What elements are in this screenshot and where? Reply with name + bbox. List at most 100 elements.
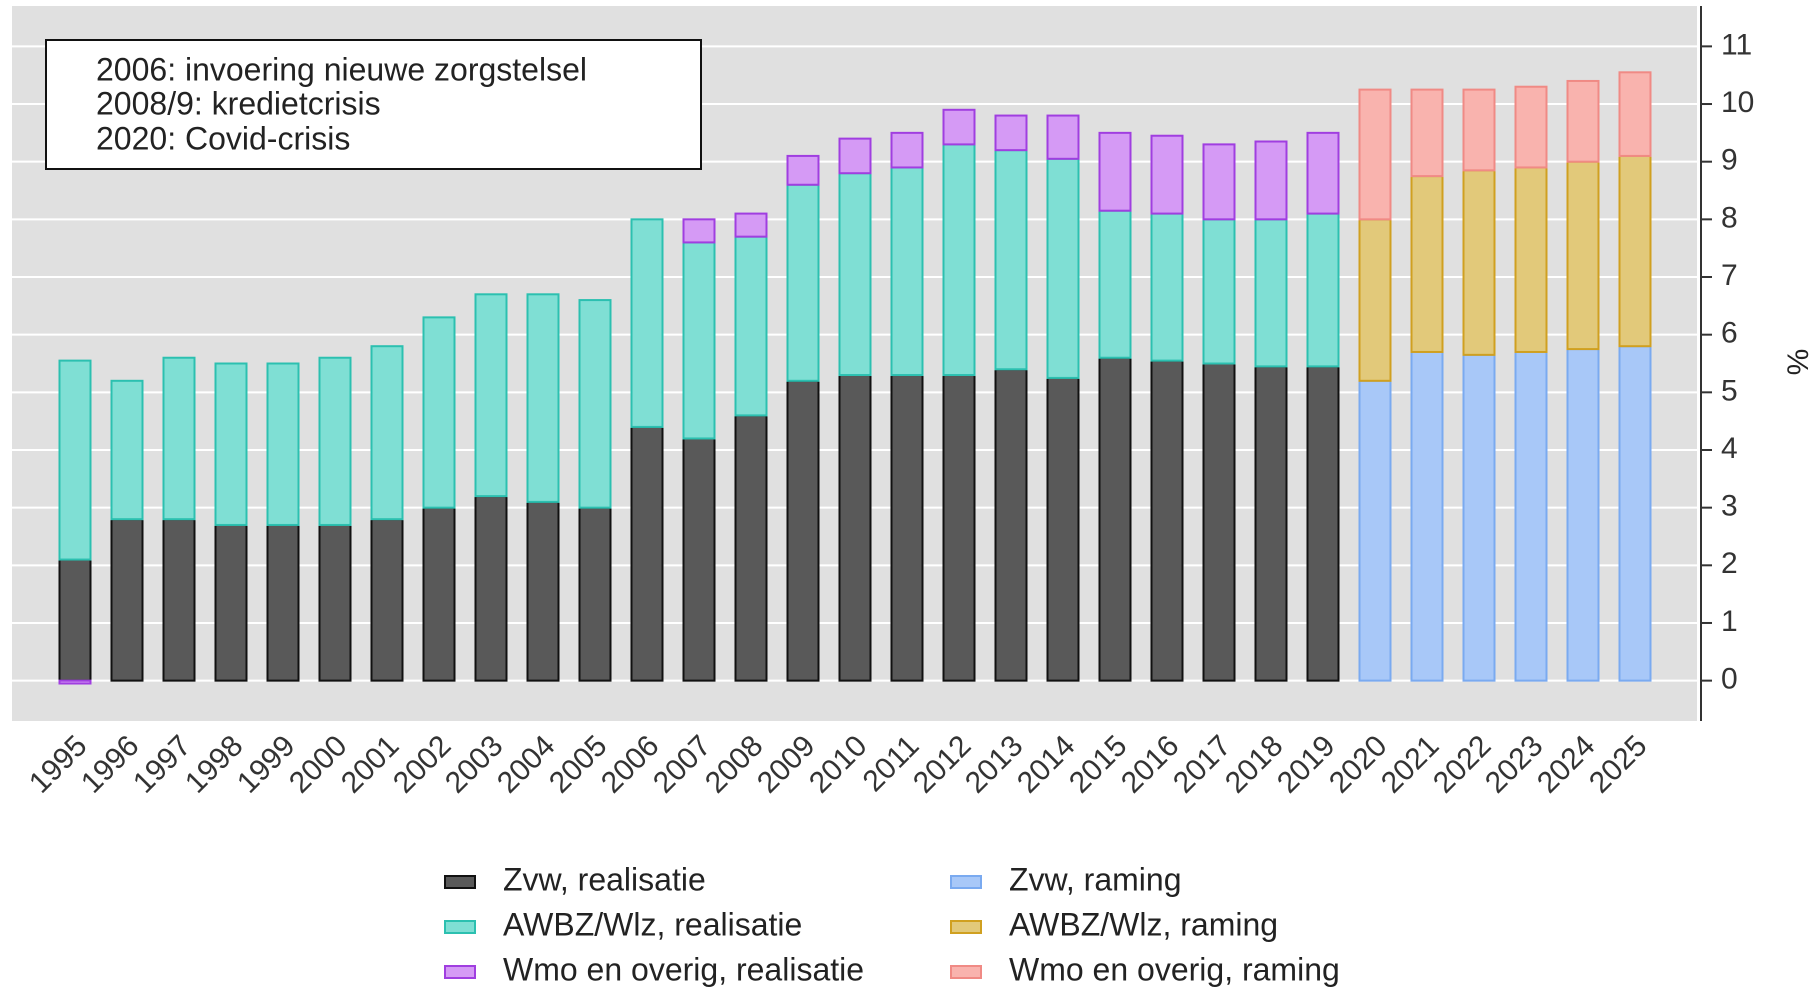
- y-tick-label: 1: [1721, 605, 1738, 638]
- x-tick-label: 2013: [959, 729, 1030, 800]
- bar-segment: [1306, 212, 1340, 368]
- bar-segment: [1410, 88, 1444, 178]
- x-tick-label: 2007: [647, 729, 718, 800]
- x-tick-label: 2008: [699, 729, 770, 800]
- bar-segment: [110, 518, 144, 682]
- y-axis-label: %: [1782, 349, 1814, 376]
- legend-label: AWBZ/Wlz, realisatie: [503, 906, 802, 942]
- bar-segment: [1462, 169, 1496, 356]
- bar-segment: [578, 299, 612, 509]
- x-tick-label: 2012: [907, 729, 978, 800]
- x-tick-label: 2011: [857, 729, 926, 798]
- y-tick-label: 7: [1721, 259, 1738, 292]
- bar-segment: [318, 356, 352, 526]
- bar-segment: [1566, 160, 1600, 351]
- x-tick-label: 2017: [1167, 729, 1238, 800]
- y-tick-label: 9: [1721, 144, 1738, 177]
- bar-segment: [1618, 71, 1652, 157]
- bar-segment: [1514, 350, 1548, 682]
- bar-segment: [1254, 365, 1288, 682]
- legend-label: Zvw, raming: [1009, 861, 1181, 897]
- bar-segment: [1046, 114, 1080, 160]
- legend-swatch: [950, 920, 982, 934]
- bar-segment: [890, 166, 924, 377]
- x-tick-label: 2010: [803, 729, 874, 800]
- x-tick-label: 2000: [283, 729, 354, 800]
- x-tick-label: 2015: [1063, 729, 1134, 800]
- bar-segment: [890, 131, 924, 169]
- bar-segment: [1150, 134, 1184, 215]
- bar-segment: [1202, 143, 1236, 221]
- bar-segment: [474, 293, 508, 498]
- x-tick-label: 1999: [231, 729, 302, 800]
- bar-segment: [1150, 212, 1184, 362]
- bar-segment: [526, 293, 560, 503]
- bar-segment: [682, 218, 716, 244]
- bar-segment: [1462, 353, 1496, 682]
- bar-segment: [1358, 88, 1392, 221]
- legend-label: Zvw, realisatie: [503, 861, 706, 897]
- bar-segment: [682, 437, 716, 682]
- bar-segment: [994, 149, 1028, 371]
- bar-segment: [942, 108, 976, 146]
- legend-swatch: [444, 965, 476, 979]
- legend-label: Wmo en overig, raming: [1009, 951, 1340, 987]
- bar-segment: [578, 506, 612, 682]
- x-tick-label: 2025: [1583, 729, 1654, 800]
- bar-segment: [266, 362, 300, 526]
- bar-segment: [630, 425, 664, 682]
- legend-swatch: [950, 875, 982, 889]
- bar-segment: [1150, 359, 1184, 682]
- legend-label: AWBZ/Wlz, raming: [1009, 906, 1278, 942]
- bar-segment: [1254, 218, 1288, 368]
- x-tick-label: 2020: [1323, 729, 1394, 800]
- bar-segment: [994, 368, 1028, 682]
- bar-segment: [1098, 356, 1132, 682]
- bar-segment: [1046, 157, 1080, 379]
- bar-segment: [734, 235, 768, 417]
- bar-segment: [734, 414, 768, 682]
- bar-segment: [1046, 376, 1080, 682]
- bar-segment: [422, 506, 456, 682]
- x-tick-label: 2016: [1115, 729, 1186, 800]
- bar-segment: [838, 374, 872, 682]
- x-tick-label: 2022: [1427, 729, 1498, 800]
- x-tick-label: 2003: [439, 729, 510, 800]
- bar-segment: [1410, 175, 1444, 353]
- bar-segment: [1410, 350, 1444, 682]
- annotation: 2006: invoering nieuwe zorgstelsel: [96, 51, 587, 87]
- x-tick-label: 2001: [335, 729, 406, 800]
- bar-segment: [162, 518, 196, 682]
- y-tick-label: 3: [1721, 490, 1738, 523]
- x-tick-label: 2024: [1531, 729, 1602, 800]
- bar-segment: [422, 316, 456, 509]
- bar-segment: [682, 241, 716, 440]
- bar-segment: [214, 523, 248, 682]
- bar-segment: [1618, 154, 1652, 348]
- bar-segment: [474, 495, 508, 682]
- bar-segment: [1098, 209, 1132, 359]
- x-tick-label: 1998: [179, 729, 250, 800]
- y-tick-label: 2: [1721, 547, 1738, 580]
- x-tick-label: 1997: [127, 729, 198, 800]
- x-tick-label: 2002: [387, 729, 458, 800]
- bar-segment: [1098, 131, 1132, 212]
- x-tick-label: 2019: [1271, 729, 1342, 800]
- bar-segment: [162, 356, 196, 521]
- x-tick-label: 2005: [543, 729, 614, 800]
- x-tick-label: 2021: [1375, 729, 1446, 800]
- x-tick-label: 1995: [23, 729, 94, 800]
- bar-segment: [58, 558, 92, 682]
- legend-swatch: [444, 920, 476, 934]
- x-tick-label: 2009: [751, 729, 822, 800]
- bar-segment: [370, 518, 404, 682]
- bar-segment: [1358, 218, 1392, 382]
- bar-segment: [1566, 348, 1600, 682]
- legend: Zvw, realisatie AWBZ/Wlz, realisatie Wmo e…: [444, 861, 1340, 987]
- bar-segment: [526, 500, 560, 682]
- bar-segment: [942, 143, 976, 377]
- bar-segment: [1306, 365, 1340, 682]
- legend-swatch: [444, 875, 476, 889]
- bar-segment: [318, 523, 352, 682]
